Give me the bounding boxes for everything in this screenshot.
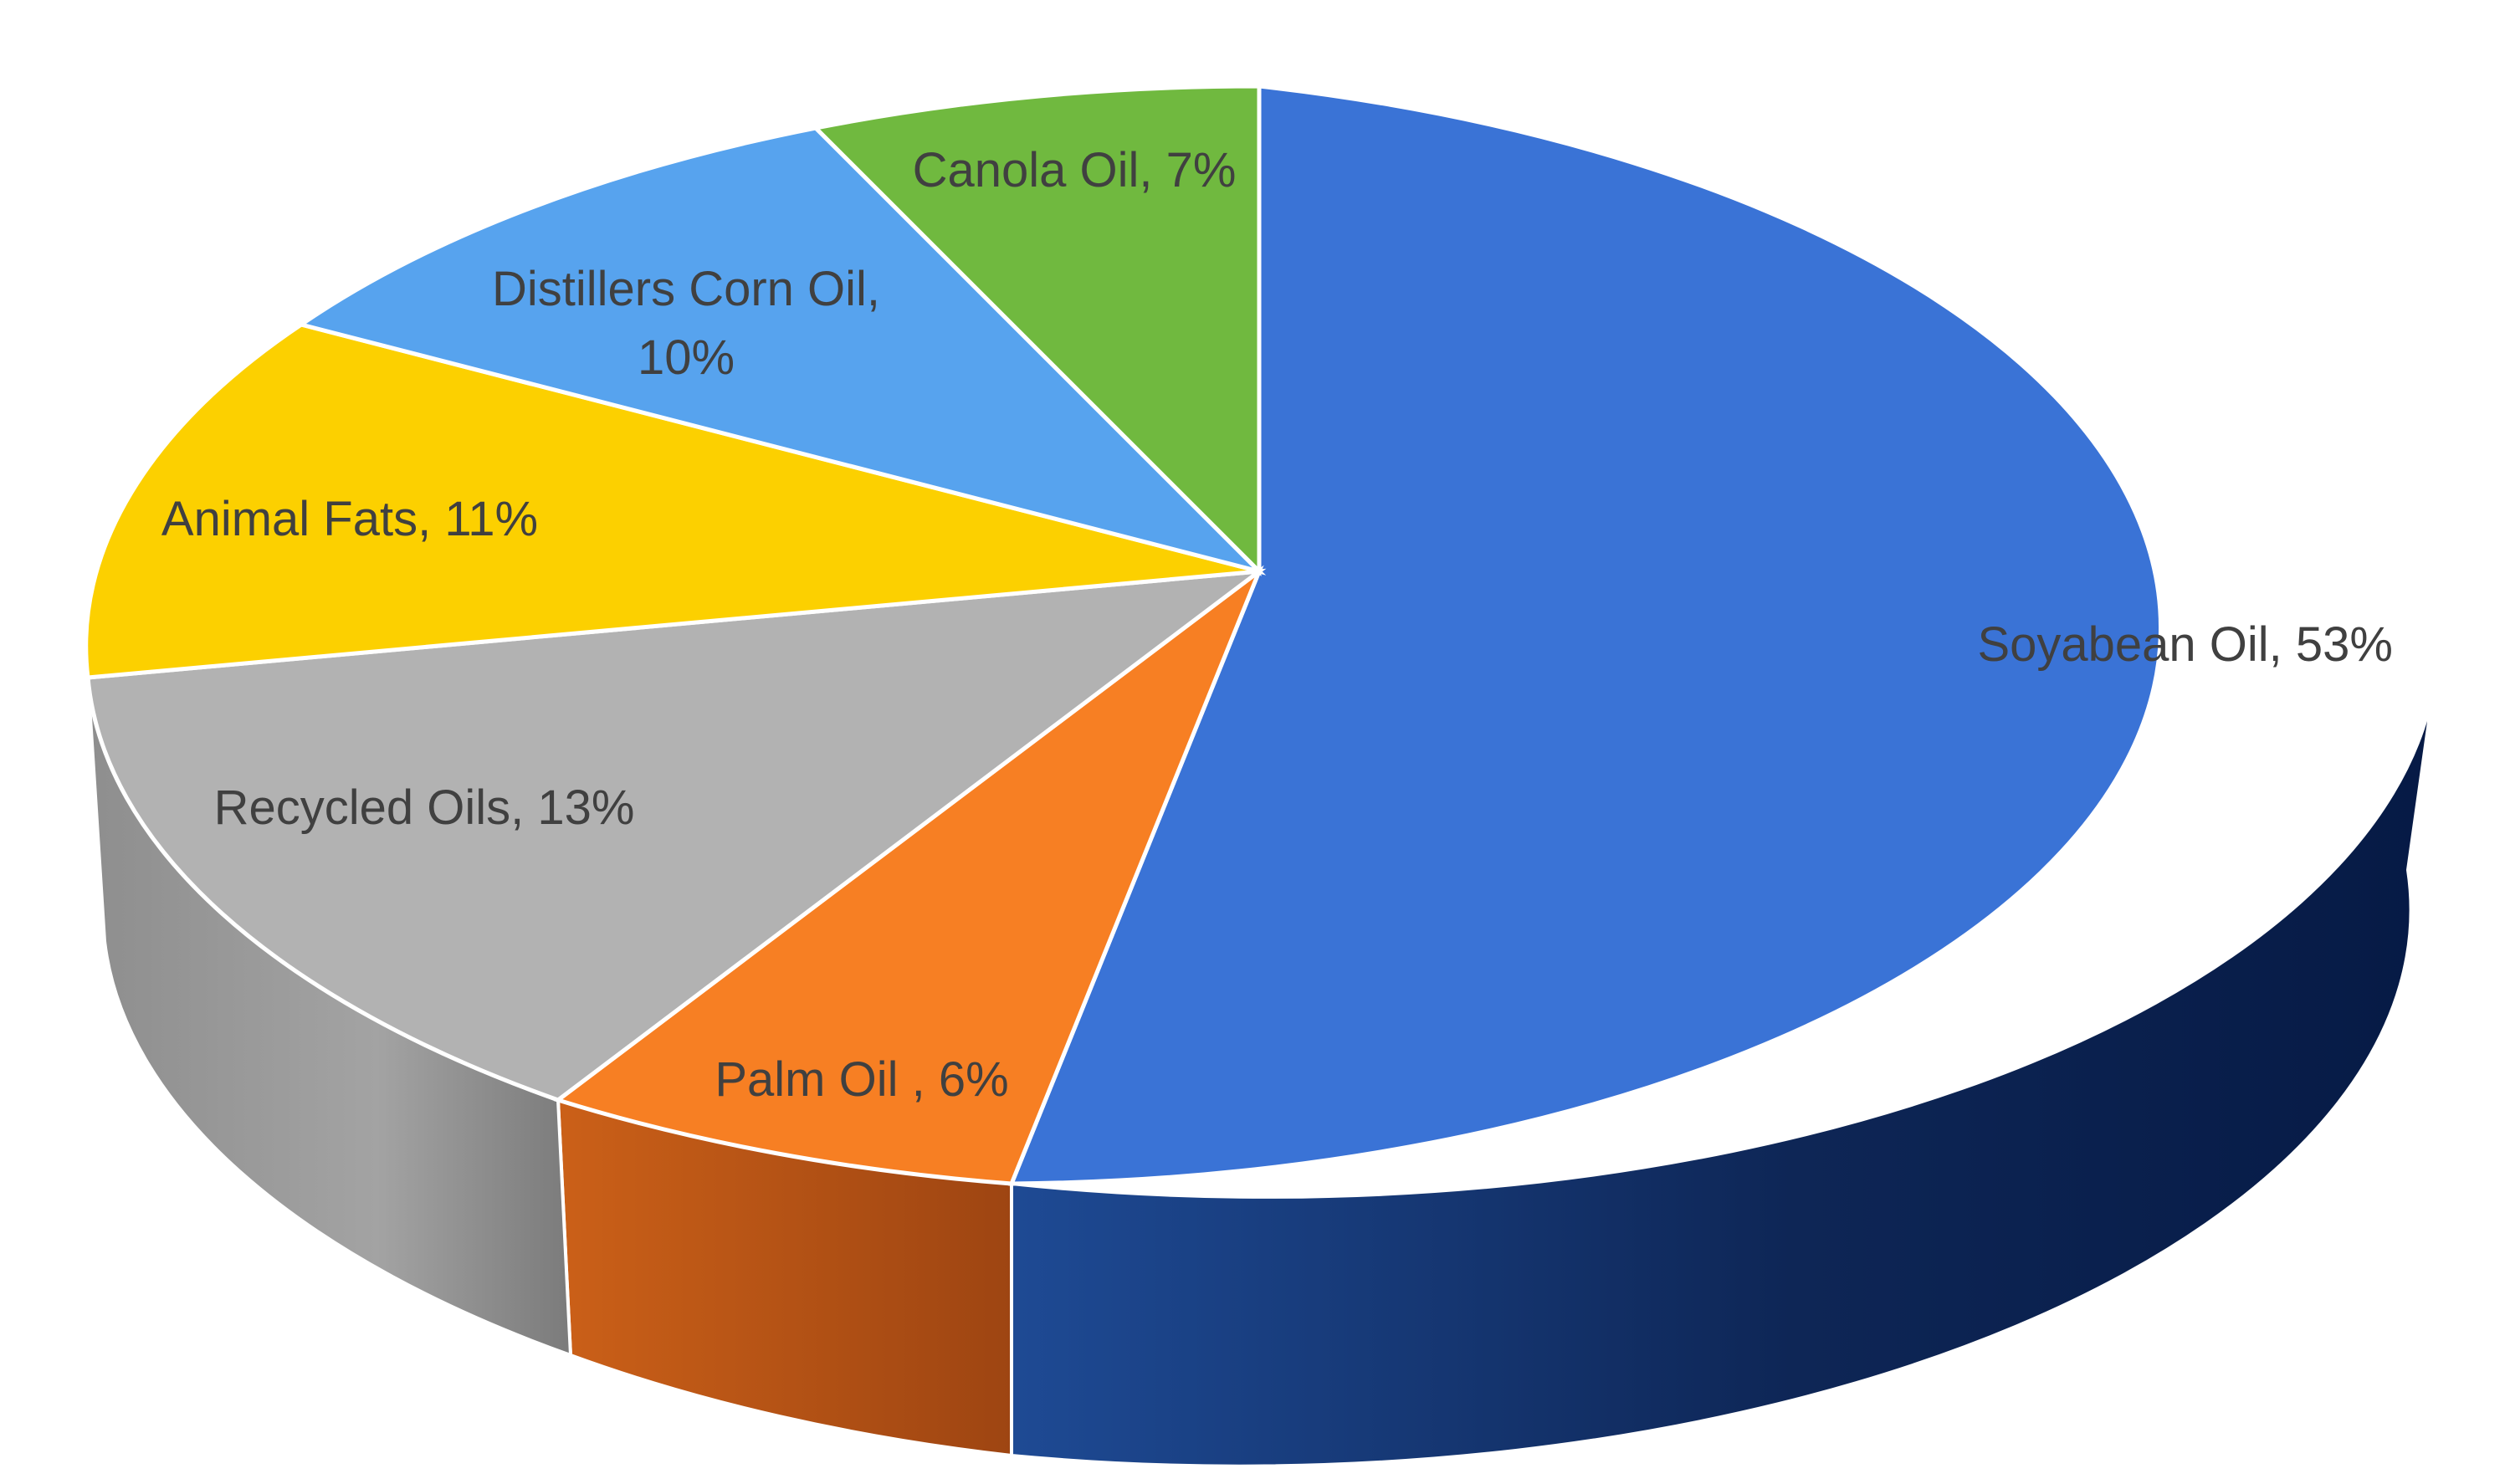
label-soyabean-oil: Soyabean Oil, 53% (1977, 617, 2393, 672)
pie-labels: Soyabean Oil, 53% Palm Oil , 6% Recycled… (161, 143, 2393, 1107)
label-recycled-oils: Recycled Oils, 13% (214, 780, 635, 835)
label-palm-oil: Palm Oil , 6% (715, 1052, 1008, 1107)
label-distillers-corn-oil-line1: Distillers Corn Oil, (492, 262, 880, 316)
slice-soyabean-oil (1008, 84, 2164, 1186)
label-canola-oil: Canola Oil, 7% (913, 143, 1237, 197)
wall-soyabean-oil (1010, 685, 2436, 1468)
slice-distillers-corn-oil (296, 125, 1267, 576)
slice-animal-fats (84, 322, 1260, 680)
slice-palm-oil (553, 565, 1264, 1186)
pie-slices (84, 84, 2164, 1186)
slice-canola-oil (811, 84, 1262, 577)
slice-recycled-oils (85, 568, 1267, 1103)
label-distillers-corn-oil-line2: 10% (638, 330, 735, 385)
label-animal-fats: Animal Fats, 11% (161, 492, 538, 546)
